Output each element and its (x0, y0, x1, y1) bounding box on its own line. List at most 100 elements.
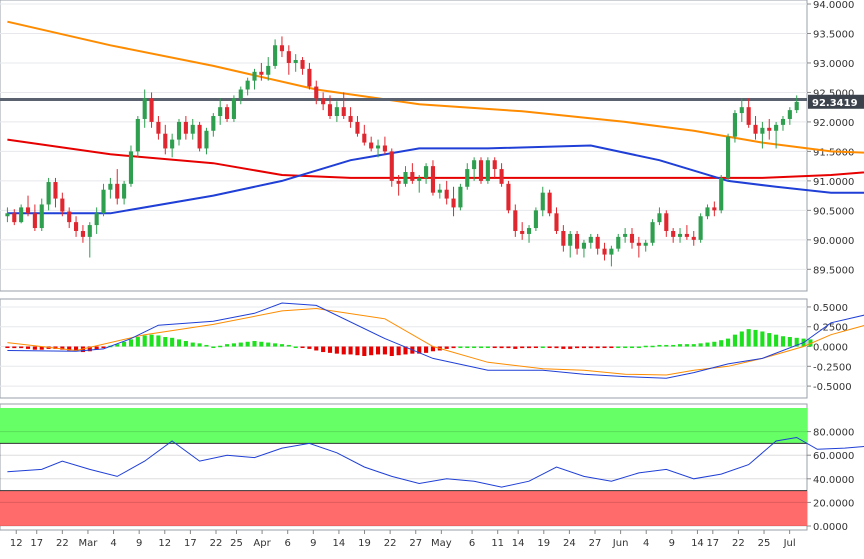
candle (156, 116, 161, 140)
x-tick-label: 14 (691, 538, 704, 549)
price-panel: 94.0000 93.5000 93.0000 92.5000 92.0000 91.50… (0, 0, 864, 292)
candle (444, 180, 449, 205)
macd-hist-bar (746, 329, 751, 347)
macd-tick-label: 0.2500 (813, 323, 848, 334)
candle-body (444, 189, 449, 199)
candle (101, 183, 106, 217)
macd-hist-bar (643, 345, 648, 348)
candle (74, 216, 79, 237)
candle (238, 86, 243, 105)
candle-body (80, 230, 85, 237)
x-tick-label: Apr (253, 538, 271, 549)
macd-hist-bar (149, 334, 154, 347)
candle (664, 210, 669, 237)
candle (231, 95, 236, 122)
candle (355, 116, 360, 137)
candle-body (547, 192, 552, 214)
candle-body (190, 124, 195, 134)
candle-body (780, 118, 786, 125)
candle (32, 204, 37, 231)
macd-hist-bar (94, 346, 99, 350)
candle-body (321, 98, 326, 105)
candle-body (726, 136, 731, 178)
macd-hist-bar (341, 346, 346, 355)
x-tick-label: Jul (783, 538, 796, 549)
macd-hist-bar (362, 346, 367, 357)
candle (774, 121, 779, 149)
candle (224, 104, 230, 122)
macd-hist-bar (472, 346, 477, 349)
candle (575, 230, 580, 255)
macd-hist-bar (732, 334, 737, 347)
macd-hist-bar (327, 346, 333, 353)
candle-body (403, 172, 408, 184)
macd-hist-bar (465, 346, 470, 349)
macd-hist-bar (451, 346, 456, 349)
candle (472, 157, 477, 181)
candle (396, 174, 401, 196)
x-tick-label: 14 (512, 538, 525, 549)
macd-hist-bar (616, 346, 621, 349)
macd-hist-bar (753, 329, 758, 347)
candle-body (67, 211, 72, 223)
candle-body (609, 248, 614, 255)
macd-hist-bar (623, 346, 628, 349)
x-tick-label: 25 (758, 538, 771, 549)
macd-hist-bar (382, 346, 387, 355)
candle (595, 233, 600, 255)
candle (629, 228, 635, 249)
candle (142, 89, 147, 128)
candle-body (286, 51, 291, 63)
macd-hist-bar (575, 346, 580, 349)
macd-hist-bar (334, 346, 339, 354)
price-tick-label: 94.0000 (813, 0, 854, 11)
candle (341, 92, 346, 119)
candle (568, 230, 573, 258)
candle (245, 77, 250, 96)
macd-hist-bar (568, 346, 573, 349)
macd-hist-bar (588, 346, 593, 349)
candle-body (568, 233, 573, 246)
candle-body (499, 169, 504, 184)
candle (53, 177, 58, 208)
candle-body (149, 98, 154, 122)
candle (362, 124, 367, 146)
x-tick-label: 19 (358, 538, 371, 549)
macd-hist-bar (266, 342, 271, 347)
rsi-tick-label: 80.0000 (813, 428, 854, 439)
candle-body (396, 180, 401, 184)
x-tick-label: 9 (310, 538, 316, 549)
price-tick-label: 93.0000 (813, 59, 854, 70)
macd-hist-bar (767, 333, 772, 347)
moving-averages (7, 20, 864, 215)
candle-body (46, 182, 51, 205)
candle-body (705, 207, 710, 217)
candle (300, 57, 305, 75)
candle (183, 116, 188, 140)
macd-hist-bar (554, 346, 559, 349)
macd-hist-bar (135, 337, 140, 347)
candle-body (636, 242, 641, 246)
macd-hist-bar (485, 346, 490, 349)
candle-body (341, 107, 346, 117)
macd-hist-bar (156, 335, 161, 347)
candle-body (643, 242, 648, 246)
candle-body (732, 113, 737, 137)
candle-body (677, 233, 683, 237)
macd-hist-bar (259, 341, 264, 347)
candle-body (437, 189, 442, 193)
macd-hist-bar (698, 343, 703, 347)
candle (314, 80, 319, 105)
candle (787, 107, 792, 125)
x-tick-label: 17 (706, 538, 719, 549)
x-tick-label: 19 (537, 538, 550, 549)
candle (149, 92, 154, 128)
candle-body (712, 207, 717, 211)
macd-hist-bar (218, 345, 223, 348)
macd-hist-bar (5, 346, 10, 349)
candle-body (279, 45, 285, 52)
rsi-overbought-zone (0, 408, 807, 444)
candle (547, 189, 552, 217)
candle-body (348, 116, 353, 122)
candle-body (224, 107, 230, 119)
